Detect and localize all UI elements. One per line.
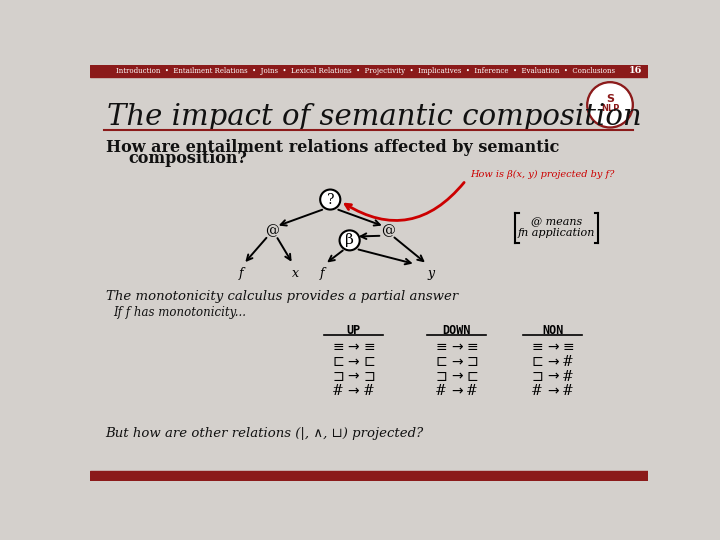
Text: #: # — [562, 370, 574, 384]
Text: @: @ — [382, 224, 395, 238]
Circle shape — [320, 190, 341, 210]
Text: The impact of semantic composition: The impact of semantic composition — [107, 103, 642, 131]
Text: →: → — [348, 370, 359, 384]
Text: ≡: ≡ — [531, 340, 543, 354]
Text: →: → — [348, 384, 359, 399]
Text: ⊏: ⊏ — [363, 355, 375, 369]
Circle shape — [340, 231, 360, 251]
Text: ⊐: ⊐ — [531, 370, 543, 384]
Text: ?: ? — [326, 193, 334, 206]
Text: β: β — [345, 233, 354, 247]
Text: ≡: ≡ — [436, 340, 447, 354]
Text: ≡: ≡ — [467, 340, 478, 354]
Text: →: → — [451, 384, 462, 399]
Text: composition?: composition? — [129, 150, 248, 167]
Text: →: → — [547, 370, 559, 384]
Text: →: → — [451, 355, 462, 369]
Text: But how are other relations (|, ∧, ⊔) projected?: But how are other relations (|, ∧, ⊔) pr… — [106, 427, 424, 440]
Text: If f has monotonicity...: If f has monotonicity... — [113, 306, 246, 319]
Text: ≡: ≡ — [332, 340, 344, 354]
Text: #: # — [363, 384, 375, 399]
Text: ⊐: ⊐ — [467, 355, 478, 369]
Text: ≡: ≡ — [562, 340, 574, 354]
Text: DOWN: DOWN — [442, 323, 471, 336]
Circle shape — [587, 82, 634, 128]
Text: →: → — [451, 370, 462, 384]
Text: How is β(x, y) projected by f?: How is β(x, y) projected by f? — [469, 170, 614, 179]
Text: f: f — [239, 267, 243, 280]
Text: S: S — [606, 93, 614, 104]
Text: ⊏: ⊏ — [332, 355, 344, 369]
Text: →: → — [547, 340, 559, 354]
Text: ⊐: ⊐ — [332, 370, 344, 384]
Text: 16: 16 — [629, 66, 642, 76]
Text: →: → — [451, 340, 462, 354]
Text: @ means: @ means — [531, 217, 582, 227]
Text: Introduction  •  Entailment Relations  •  Joins  •  Lexical Relations  •  Projec: Introduction • Entailment Relations • Jo… — [116, 67, 615, 75]
Text: →: → — [547, 355, 559, 369]
Text: @: @ — [265, 224, 279, 238]
Text: ≡: ≡ — [363, 340, 375, 354]
Bar — [90, 65, 648, 77]
Text: ⊏: ⊏ — [531, 355, 543, 369]
Text: #: # — [562, 384, 574, 399]
Text: #: # — [332, 384, 344, 399]
Text: →: → — [348, 355, 359, 369]
Text: #: # — [467, 384, 478, 399]
Text: NON: NON — [542, 323, 563, 336]
Text: y: y — [428, 267, 435, 280]
Text: ⊐: ⊐ — [435, 370, 447, 384]
Text: ⊏: ⊏ — [435, 355, 447, 369]
Text: →: → — [547, 384, 559, 399]
Text: How are entailment relations affected by semantic: How are entailment relations affected by… — [106, 139, 559, 156]
Text: f: f — [320, 267, 325, 280]
Circle shape — [589, 84, 631, 126]
Text: fn application: fn application — [518, 228, 595, 239]
Bar — [90, 470, 648, 481]
Text: #: # — [531, 384, 543, 399]
Text: NLP: NLP — [600, 104, 619, 113]
Text: The monotonicity calculus provides a partial answer: The monotonicity calculus provides a par… — [106, 289, 458, 302]
Text: UP: UP — [346, 323, 361, 336]
Text: #: # — [435, 384, 447, 399]
Text: #: # — [562, 355, 574, 369]
Text: →: → — [348, 340, 359, 354]
Text: ⊏: ⊏ — [467, 370, 478, 384]
Text: ⊐: ⊐ — [363, 370, 375, 384]
Text: x: x — [292, 267, 299, 280]
